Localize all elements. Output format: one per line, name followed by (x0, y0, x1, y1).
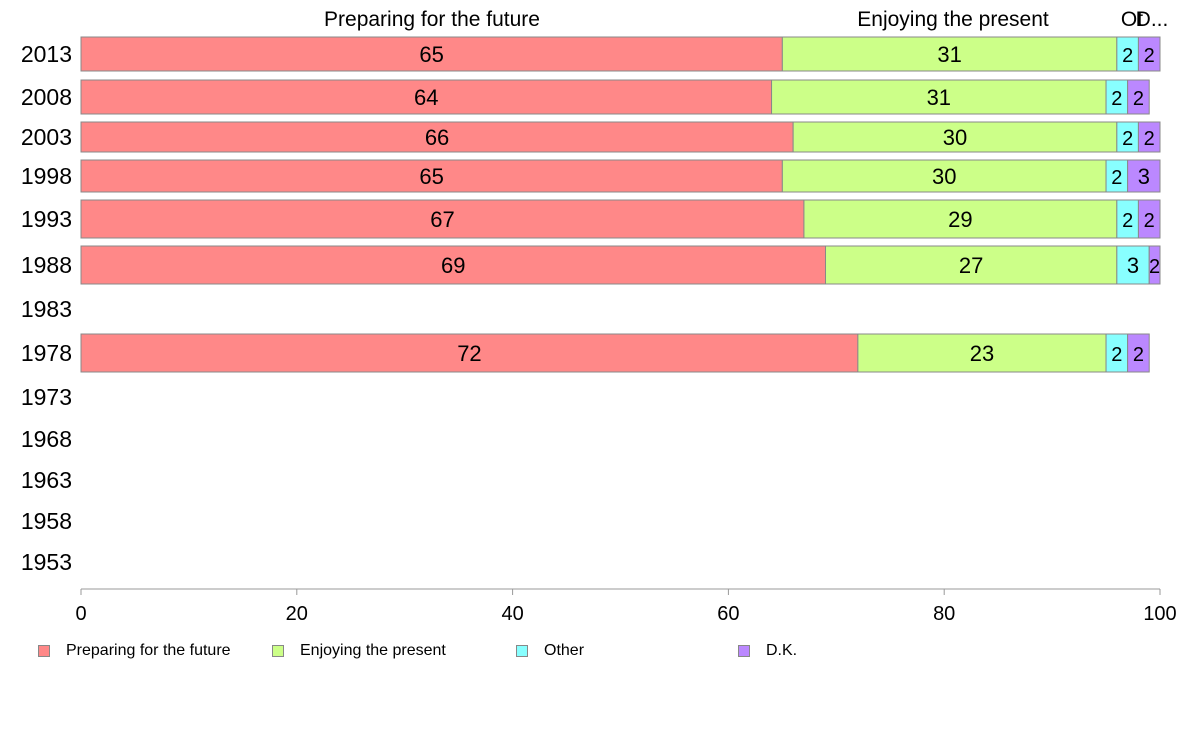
legend-label: Other (544, 642, 585, 659)
bar-segment (80, 199, 805, 239)
y-tick-label: 2008 (21, 84, 72, 110)
y-tick-label: 1993 (21, 206, 72, 232)
legend-swatch (272, 645, 284, 657)
x-tick-label: 80 (933, 603, 955, 625)
x-tick-label: 100 (1143, 603, 1176, 625)
bar-value-label: 23 (970, 341, 994, 366)
bar-segment (80, 121, 794, 153)
bar-segment (1127, 333, 1150, 373)
y-tick-label: 1988 (21, 252, 72, 278)
bar-value-label: 2 (1144, 210, 1155, 232)
bar-segment (80, 245, 827, 285)
bar-value-label: 2 (1111, 344, 1122, 366)
x-tick-label: 60 (717, 603, 739, 625)
bar-segment (80, 159, 783, 193)
x-tick-label: 20 (286, 603, 308, 625)
bar-segment (771, 79, 1107, 115)
bar-segment (781, 159, 1107, 193)
bar-value-label: 64 (414, 85, 438, 110)
legend-swatch (516, 645, 528, 657)
top-series-label: Ot (1121, 8, 1143, 31)
bar-segment (781, 36, 1118, 72)
bar-value-label: 3 (1138, 164, 1150, 189)
legend-item: D.K. (738, 642, 797, 660)
bar-value-label: 31 (927, 85, 951, 110)
y-tick-label: 1953 (21, 549, 72, 575)
y-axis-labels: 2013 2008 2003 1998 1993 1988 1983 1978 1973 1968… (21, 41, 72, 575)
y-tick-label: 1983 (21, 296, 72, 322)
y-tick-label: 1968 (21, 426, 72, 452)
bar-value-label: 2 (1144, 45, 1155, 67)
bar-value-label: 2 (1122, 210, 1133, 232)
legend-item: Preparing for the future (38, 642, 231, 660)
bar-value-label: 2 (1111, 88, 1122, 110)
bar-segment (1127, 159, 1161, 193)
y-tick-label: 1978 (21, 340, 72, 366)
bar-value-label: 3 (1127, 253, 1139, 278)
chart-legend: Preparing for the future Enjoying the pre… (38, 642, 1158, 664)
x-tick-label: 0 (75, 603, 86, 625)
y-tick-label: 1998 (21, 163, 72, 189)
bar-value-label: 31 (937, 42, 961, 67)
bar-value-label: 2 (1149, 256, 1160, 278)
y-tick-label: 1973 (21, 384, 72, 410)
x-axis: 0 20 40 60 80 100 (75, 588, 1177, 625)
bar-segments (80, 36, 1161, 373)
legend-swatch (738, 645, 750, 657)
bar-segment (80, 333, 859, 373)
bar-value-label: 27 (959, 253, 983, 278)
bar-value-label: 2 (1122, 128, 1133, 150)
legend-item: Other (516, 642, 584, 660)
bar-segment (1137, 36, 1161, 72)
bar-value-label: 2 (1133, 88, 1144, 110)
bar-segment (80, 79, 773, 115)
bar-value-label: 65 (419, 164, 443, 189)
top-series-label: Preparing for the future (324, 8, 540, 31)
bar-segment (1148, 245, 1161, 285)
bar-value-labels: 65 31 2 264 31 2 266 30 2 265 30 2 367 29 2 269 27 3 272 23… (414, 42, 1160, 366)
y-tick-label: 2003 (21, 124, 72, 150)
top-series-label: Enjoying the present (857, 8, 1049, 31)
bar-segment (1137, 199, 1161, 239)
top-series-labels: Preparing for the future Enjoying the pre… (324, 8, 1168, 31)
bar-value-label: 66 (425, 125, 449, 150)
bar-value-label: 69 (441, 253, 465, 278)
bar-value-label: 65 (419, 42, 443, 67)
bar-segment (857, 333, 1107, 373)
y-tick-label: 1958 (21, 508, 72, 534)
bar-value-label: 72 (457, 341, 481, 366)
legend-label: Enjoying the present (300, 642, 446, 659)
top-series-label: D... (1136, 8, 1169, 31)
bar-segment (1137, 121, 1161, 153)
legend-swatch (38, 645, 50, 657)
bar-value-label: 30 (943, 125, 967, 150)
legend-label: D.K. (766, 642, 798, 659)
legend-item: Enjoying the present (272, 642, 446, 660)
bar-segment (803, 199, 1118, 239)
bar-value-label: 29 (948, 207, 972, 232)
y-tick-label: 2013 (21, 41, 72, 67)
bar-value-label: 30 (932, 164, 956, 189)
bar-value-label: 2 (1133, 344, 1144, 366)
bar-segment (1116, 245, 1150, 285)
y-tick-label: 1963 (21, 467, 72, 493)
bar-value-label: 67 (430, 207, 454, 232)
bar-segment (1127, 79, 1150, 115)
bar-value-label: 2 (1122, 45, 1133, 67)
bar-value-label: 2 (1111, 167, 1122, 189)
x-tick-label: 40 (501, 603, 523, 625)
legend-label: Preparing for the future (66, 642, 231, 659)
bar-value-label: 2 (1144, 128, 1155, 150)
